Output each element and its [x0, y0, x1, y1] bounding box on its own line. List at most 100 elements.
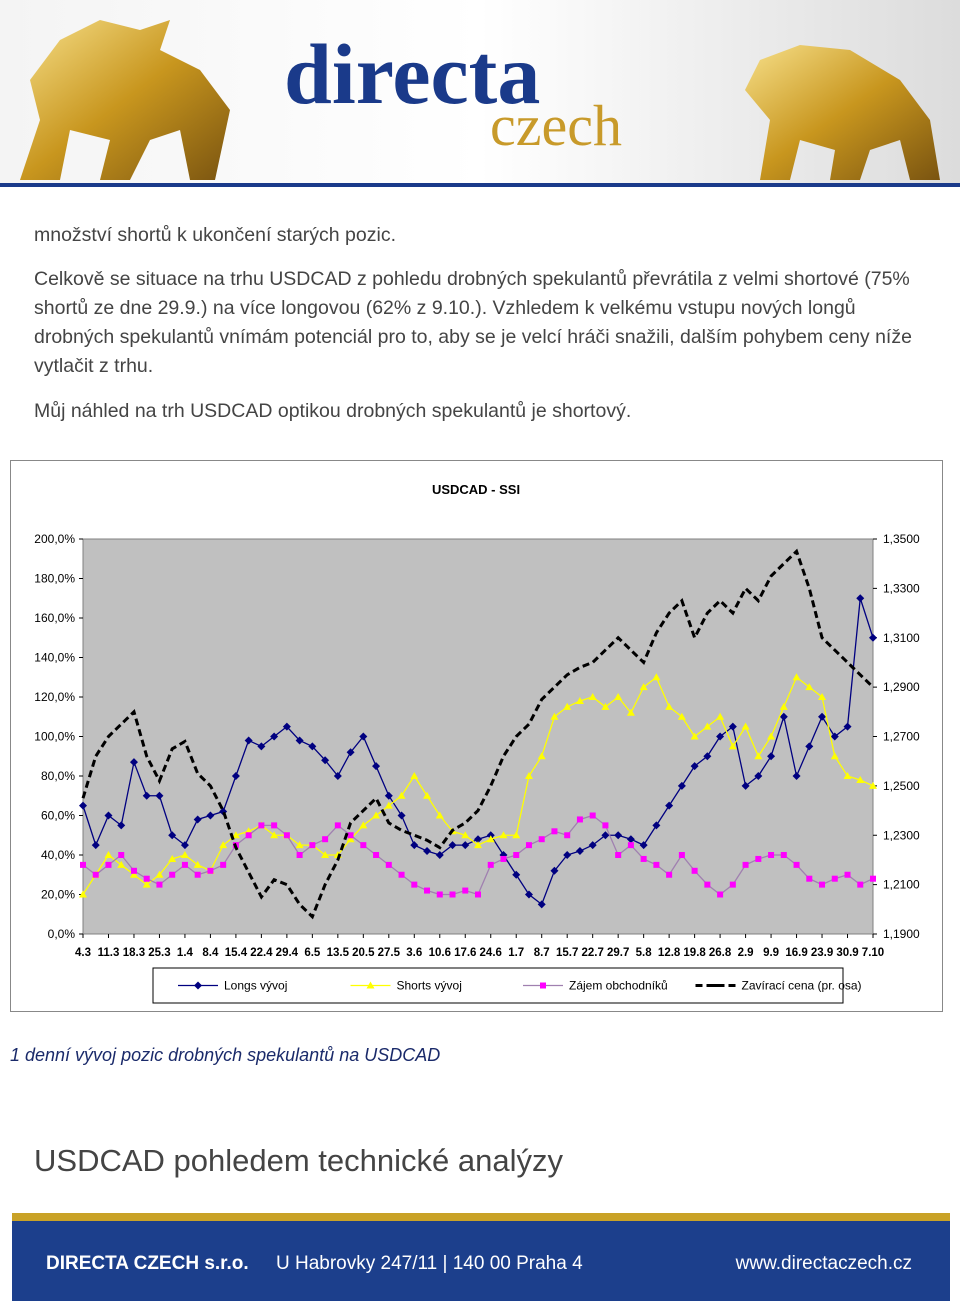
data-point	[614, 693, 623, 700]
data-point	[779, 712, 788, 721]
data-point	[844, 871, 851, 878]
data-point	[156, 881, 163, 888]
y2-tick-label: 1,2900	[883, 680, 920, 694]
data-point	[639, 841, 648, 850]
data-point	[741, 781, 750, 790]
data-point	[282, 722, 291, 731]
logo-bottom: czech	[490, 93, 622, 158]
data-point	[104, 811, 113, 820]
data-point	[207, 867, 214, 874]
y-tick-label: 180,0%	[34, 572, 75, 586]
legend-label: Zájem obchodníků	[569, 979, 668, 993]
data-point	[741, 722, 750, 730]
data-point	[347, 832, 354, 839]
bear-icon	[745, 45, 940, 180]
paragraph: Celkově se situace na trhu USDCAD z pohl…	[34, 268, 912, 377]
heading: USDCAD pohledem technické analýzy	[34, 1143, 563, 1178]
data-point	[193, 815, 202, 824]
x-tick-label: 12.8	[658, 947, 681, 959]
data-point	[805, 683, 814, 691]
footer-stripe	[12, 1213, 950, 1221]
data-point	[206, 811, 215, 820]
data-point	[601, 831, 610, 840]
data-point	[870, 875, 876, 882]
data-point	[118, 852, 125, 858]
header-rule	[0, 183, 960, 187]
data-point	[309, 842, 316, 849]
y2-tick-label: 1,3500	[883, 532, 920, 546]
data-point	[180, 851, 189, 858]
data-point	[143, 875, 150, 882]
data-point	[602, 822, 609, 829]
data-point	[626, 835, 635, 844]
data-point	[436, 891, 443, 898]
data-point	[360, 842, 367, 849]
data-point	[346, 835, 355, 843]
data-point	[550, 712, 559, 720]
legend-marker	[366, 981, 375, 989]
x-tick-label: 23.9	[811, 947, 833, 959]
data-point	[397, 811, 406, 820]
x-tick-label: 7.10	[862, 947, 884, 959]
x-tick-label: 29.4	[276, 947, 299, 959]
data-point	[716, 732, 725, 741]
data-point	[665, 801, 674, 810]
y2-tick-label: 1,3100	[883, 631, 920, 645]
x-tick-label: 5.8	[636, 947, 653, 959]
y2-tick-label: 1,2300	[883, 828, 920, 842]
footer-address: U Habrovky 247/11 | 140 00 Praha 4	[276, 1253, 583, 1274]
data-point	[550, 866, 559, 875]
logo-top: directa	[284, 26, 540, 122]
data-point	[728, 722, 737, 731]
x-tick-label: 26.8	[709, 947, 732, 959]
data-point	[435, 851, 444, 859]
paragraph: Můj náhled na trh USDCAD optikou drobnýc…	[34, 400, 632, 422]
data-point	[537, 752, 546, 760]
data-point	[843, 722, 852, 731]
y-tick-label: 120,0%	[34, 690, 75, 704]
data-point	[155, 870, 164, 878]
y2-tick-label: 1,3300	[883, 581, 920, 595]
legend-marker	[540, 982, 546, 989]
x-tick-label: 22.4	[250, 947, 273, 959]
data-point	[104, 851, 113, 858]
data-point	[768, 852, 775, 858]
data-point	[168, 831, 177, 840]
data-point	[385, 861, 392, 868]
data-point	[704, 881, 711, 888]
data-point	[359, 732, 368, 741]
x-tick-label: 8.4	[202, 947, 219, 959]
data-point	[410, 772, 419, 779]
x-tick-label: 18.3	[123, 947, 145, 959]
data-point	[843, 772, 852, 779]
data-point	[563, 851, 572, 859]
data-point	[271, 822, 278, 829]
data-point	[729, 881, 736, 888]
data-point	[780, 852, 787, 858]
data-point	[462, 887, 469, 894]
data-point	[155, 791, 164, 800]
legend-label: Zavírací cena (pr. osa)	[742, 979, 862, 993]
x-tick-label: 9.9	[763, 947, 779, 959]
data-point	[169, 871, 176, 878]
y-tick-label: 20,0%	[41, 888, 75, 902]
data-point	[142, 791, 151, 800]
legend-label: Longs vývoj	[224, 979, 287, 993]
data-point	[690, 762, 699, 771]
data-point	[411, 881, 418, 888]
x-tick-label: 20.5	[352, 947, 375, 959]
data-point	[129, 758, 138, 767]
data-point	[372, 811, 381, 819]
data-point	[193, 860, 202, 868]
x-tick-label: 22.7	[581, 947, 603, 959]
data-point	[564, 832, 571, 839]
data-point	[551, 828, 558, 835]
data-point	[806, 875, 813, 882]
data-point	[601, 702, 610, 710]
data-point	[308, 742, 317, 751]
data-point	[245, 832, 252, 839]
data-point	[346, 748, 355, 757]
data-point	[614, 831, 623, 840]
data-point	[830, 732, 839, 741]
